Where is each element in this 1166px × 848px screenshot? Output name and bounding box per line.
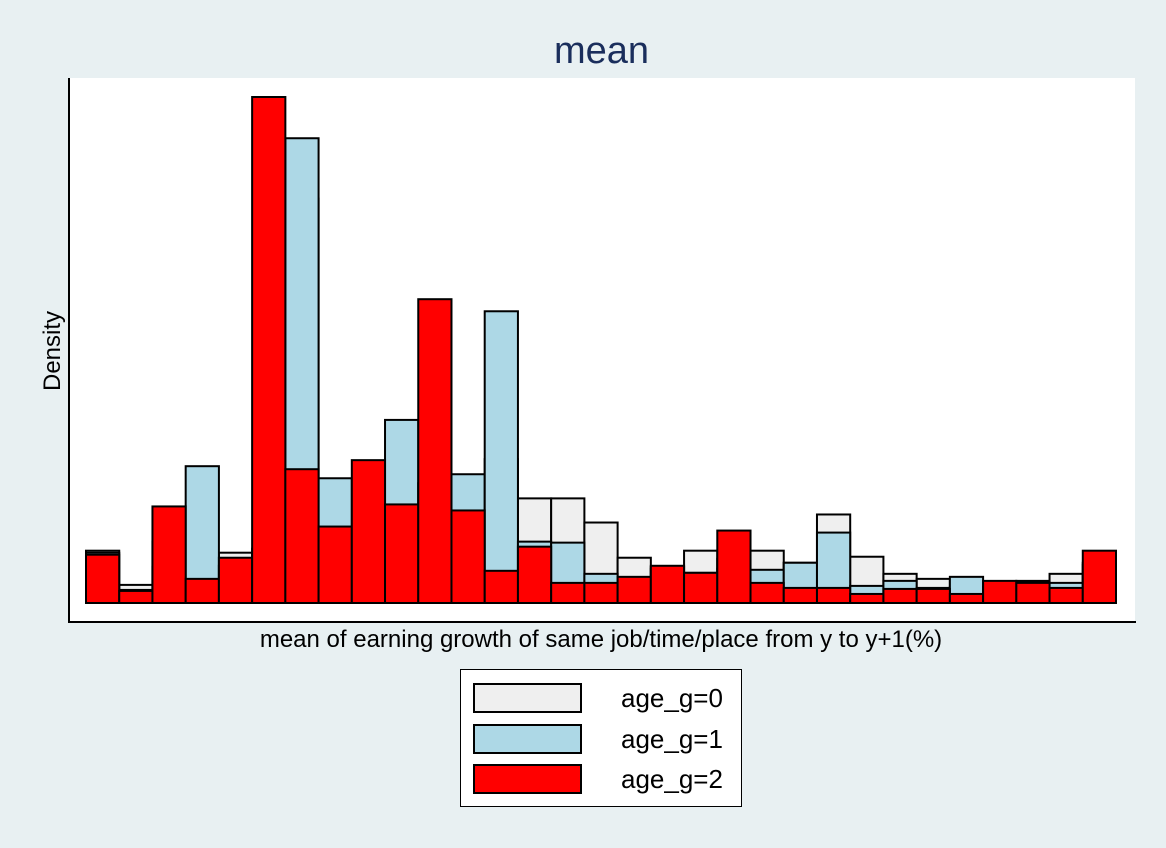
histogram-bar-age-g-2-24 <box>882 587 918 604</box>
histogram-bar-age-g-2-16 <box>616 575 652 605</box>
histogram-bar-age-g-2-26 <box>948 592 985 605</box>
histogram-bar-age-g-2-8 <box>350 459 387 604</box>
histogram-bar-age-g-2-17 <box>649 564 686 605</box>
histogram-bar-age-g-2-12 <box>483 569 519 604</box>
histogram-bar-age-g-2-15 <box>583 581 619 605</box>
histogram-bar-age-g-2-27 <box>982 579 1018 604</box>
histogram-bar-age-g-2-14 <box>550 581 586 605</box>
histogram-bar-age-g-2-30 <box>1081 549 1118 605</box>
legend-swatch <box>473 764 582 794</box>
y-axis-label: Density <box>39 311 66 391</box>
histogram-bar-age-g-2-11 <box>450 509 486 605</box>
legend-label: age_g=2 <box>621 764 723 794</box>
bars-group <box>85 96 1118 605</box>
histogram-bar-age-g-2-13 <box>516 545 553 604</box>
legend-swatch <box>473 683 582 713</box>
histogram-bar-age-g-2-0 <box>85 553 121 605</box>
legend: age_g=0 age_g=1 age_g=2 <box>460 669 742 807</box>
histogram-bar-age-g-2-7 <box>317 525 353 604</box>
histogram-bar-age-g-2-19 <box>716 529 752 605</box>
histogram-bar-age-g-2-28 <box>1015 581 1051 605</box>
histogram-bar-age-g-2-18 <box>683 571 719 605</box>
histogram-bar-age-g-2-25 <box>915 587 951 604</box>
histogram-bar-age-g-2-3 <box>184 577 220 604</box>
histogram-bar-age-g-2-10 <box>417 298 453 604</box>
histogram-bar-age-g-2-9 <box>384 503 420 605</box>
legend-label: age_g=1 <box>621 724 723 754</box>
histogram-bar-age-g-2-29 <box>1048 586 1084 604</box>
histogram-bar-age-g-2-22 <box>815 586 852 604</box>
legend-label: age_g=0 <box>621 683 723 713</box>
histogram-bar-age-g-2-6 <box>284 468 320 604</box>
x-axis-label: mean of earning growth of same job/time/… <box>260 626 942 653</box>
chart-title: mean <box>553 30 650 72</box>
histogram-bar-age-g-1-12 <box>483 310 519 604</box>
histogram-bar-age-g-2-2 <box>151 505 187 604</box>
histogram-bar-age-g-2-5 <box>251 96 287 604</box>
histogram-bar-age-g-2-21 <box>782 586 818 604</box>
legend-swatch <box>473 724 582 754</box>
histogram-bar-age-g-2-4 <box>217 556 254 604</box>
histogram-bar-age-g-2-20 <box>749 581 785 605</box>
histogram-bar-age-g-2-23 <box>849 592 885 605</box>
histogram-bar-age-g-2-1 <box>118 589 154 604</box>
